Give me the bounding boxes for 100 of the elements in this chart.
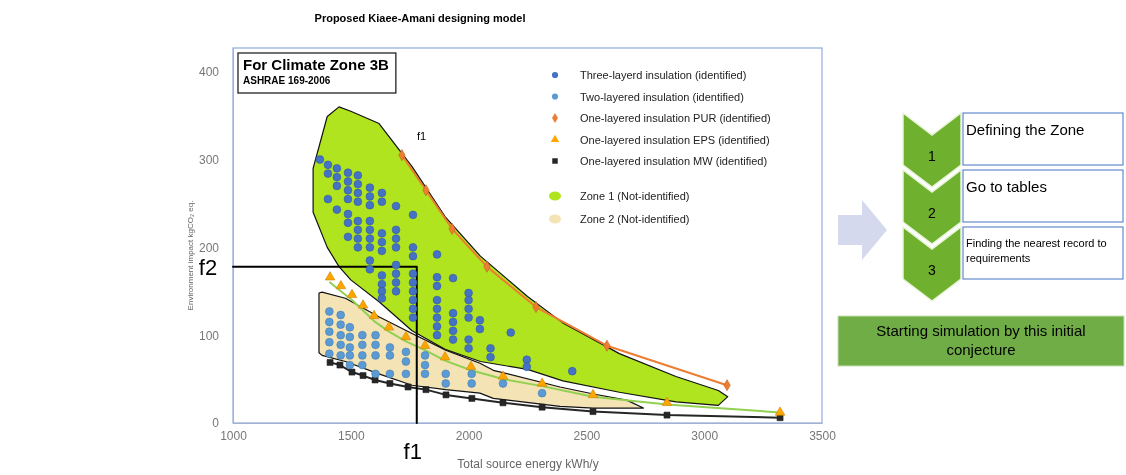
legend-label: Zone 2 (Not-identified) [580, 213, 690, 225]
annotation: For Climate Zone 3B [243, 56, 390, 73]
point [420, 360, 430, 370]
point [336, 340, 345, 350]
legend-label: Three-layerd insulation (identified) [580, 69, 747, 81]
x-tick-label: 1000 [220, 428, 248, 443]
point [587, 389, 599, 398]
point [359, 372, 367, 379]
point [441, 369, 450, 379]
point [776, 414, 784, 422]
point [385, 343, 395, 352]
point [401, 347, 411, 357]
y-tick-label: 400 [198, 65, 220, 80]
point [419, 339, 431, 349]
point [442, 391, 450, 399]
text: Go to tables [966, 178, 1047, 195]
point [336, 310, 345, 320]
text: Starting simulation by this initial conjecture [876, 322, 1086, 358]
point [357, 299, 369, 309]
point [420, 369, 430, 379]
point [345, 343, 355, 352]
point [371, 330, 380, 340]
point [348, 368, 356, 376]
point [383, 321, 395, 331]
x-tick-label: 3500 [809, 428, 837, 443]
point [774, 406, 786, 416]
point [325, 317, 334, 327]
point [371, 351, 380, 360]
point [400, 331, 412, 341]
point [441, 379, 450, 388]
point [661, 396, 673, 406]
point [325, 307, 334, 316]
annotation: f2 [198, 254, 218, 280]
point [336, 361, 344, 369]
annotation: ASHRAE 169-2006 [243, 75, 331, 86]
legend-label: One-layered insulation EPS (identified) [580, 133, 770, 146]
point [371, 340, 380, 350]
point [467, 369, 476, 379]
y-tick-label: 200 [198, 240, 220, 255]
point [386, 380, 394, 387]
point [497, 370, 509, 380]
point [345, 351, 355, 360]
point [465, 360, 477, 370]
x-axis-title: Total source energy kWh/y [457, 457, 599, 471]
point [385, 351, 395, 360]
point [325, 327, 334, 336]
x-tick-label: 1500 [337, 428, 365, 443]
point [663, 411, 671, 419]
legend-label: Zone 1 (Not-identified) [580, 190, 690, 202]
point [336, 351, 345, 360]
point [467, 379, 476, 388]
y-tick-label: 100 [198, 328, 220, 343]
point [537, 388, 547, 398]
point [345, 360, 355, 370]
point [499, 399, 507, 407]
point [336, 320, 345, 329]
y-axis-title: Environment impact kgCO₂ eq. [186, 200, 195, 311]
point [346, 288, 358, 298]
legend-label: Two-layered insulation (identified) [580, 90, 744, 103]
legend-label: One-layered insulation MW (identified) [580, 155, 768, 167]
text: 2 [928, 205, 937, 221]
point [422, 386, 430, 393]
legend-label: One-layered insulation PUR (identified) [580, 112, 771, 124]
x-tick-label: 3000 [691, 428, 719, 443]
annotation: f1 [403, 439, 422, 464]
point [358, 340, 367, 350]
point [498, 379, 508, 388]
text: Finding the nearest record to requirements [966, 237, 1107, 264]
text: Defining the Zone [966, 121, 1085, 138]
y-tick-label: 300 [198, 152, 220, 167]
point [538, 403, 546, 411]
annotation: f1 [416, 130, 427, 143]
chart-title: Proposed Kiaee-Amani designing model [314, 12, 526, 24]
point [385, 369, 395, 379]
point [468, 395, 476, 402]
point [345, 323, 355, 332]
point [401, 357, 411, 366]
point [358, 330, 367, 340]
point [358, 360, 367, 370]
point [345, 332, 355, 342]
point [325, 338, 334, 347]
point [336, 330, 345, 340]
point [371, 369, 380, 379]
text: 1 [928, 148, 937, 164]
point [324, 271, 336, 281]
point [358, 351, 367, 360]
point [404, 383, 412, 391]
point [335, 280, 347, 290]
point [439, 351, 451, 361]
x-tick-label: 2000 [455, 428, 483, 443]
point [589, 408, 597, 415]
y-tick-label: 0 [212, 416, 220, 431]
point [326, 359, 334, 366]
point [420, 351, 430, 360]
x-tick-label: 2500 [573, 428, 601, 443]
text: 3 [928, 262, 937, 278]
point [369, 310, 380, 319]
point [401, 369, 411, 379]
point [325, 349, 334, 358]
point [537, 377, 548, 387]
